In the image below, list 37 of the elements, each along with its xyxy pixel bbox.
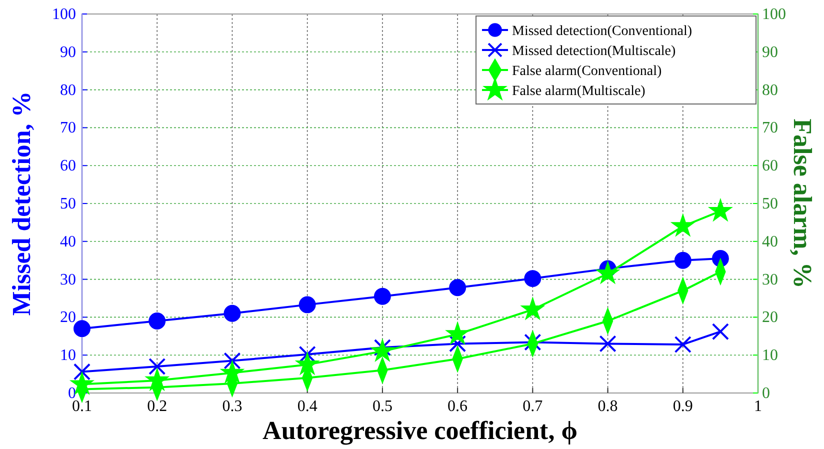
x-tick-label: 0.9: [672, 398, 693, 415]
y-tick-label: 60: [60, 158, 76, 175]
x-tick-label: 0.3: [222, 398, 242, 415]
legend-label: False alarm(Multiscale): [512, 84, 646, 99]
x-tick-label: 0.5: [372, 398, 392, 415]
y2-tick-label: 60: [762, 158, 778, 175]
y-tick-label: 40: [60, 233, 76, 250]
y-tick-label: 30: [60, 271, 76, 288]
x-tick-label: 0.6: [448, 398, 468, 415]
y-tick-label: 100: [52, 6, 76, 23]
y2-tick-label: 20: [762, 309, 778, 326]
x-tick-label: 0.4: [297, 398, 318, 415]
y2-tick-label: 70: [762, 120, 778, 137]
y2-tick-label: 40: [762, 233, 778, 250]
x-tick-label: 1: [754, 398, 762, 415]
x-tick-label: 0.7: [522, 398, 543, 415]
y2-tick-label: 0: [762, 385, 770, 402]
y2-tick-label: 10: [762, 347, 778, 364]
y2-tick-label: 50: [762, 196, 778, 212]
y-tick-label: 20: [60, 309, 76, 326]
y2-tick-label: 90: [762, 44, 778, 61]
x-tick-label: 0.2: [147, 398, 168, 415]
y2-tick-label: 30: [762, 271, 778, 288]
legend-label: Missed detection(Multiscale): [512, 44, 676, 59]
y-axis-title: Missed detection, %: [7, 91, 36, 316]
y-tick-label: 90: [60, 44, 76, 61]
x-axis-title: Autoregressive coefficient, ϕ: [262, 416, 578, 445]
legend-label: False alarm(Conventional): [512, 64, 662, 79]
y-tick-label: 10: [60, 347, 76, 364]
y-tick-label: 70: [60, 120, 76, 137]
y-tick-label: 50: [60, 196, 76, 212]
y2-axis-title: False alarm, %: [788, 118, 817, 288]
y2-tick-label: 100: [762, 6, 786, 23]
x-tick-label: 0.8: [598, 398, 618, 415]
legend-label: Missed detection(Conventional): [512, 24, 692, 39]
y2-tick-label: 80: [762, 82, 778, 99]
y-tick-label: 80: [60, 82, 76, 99]
